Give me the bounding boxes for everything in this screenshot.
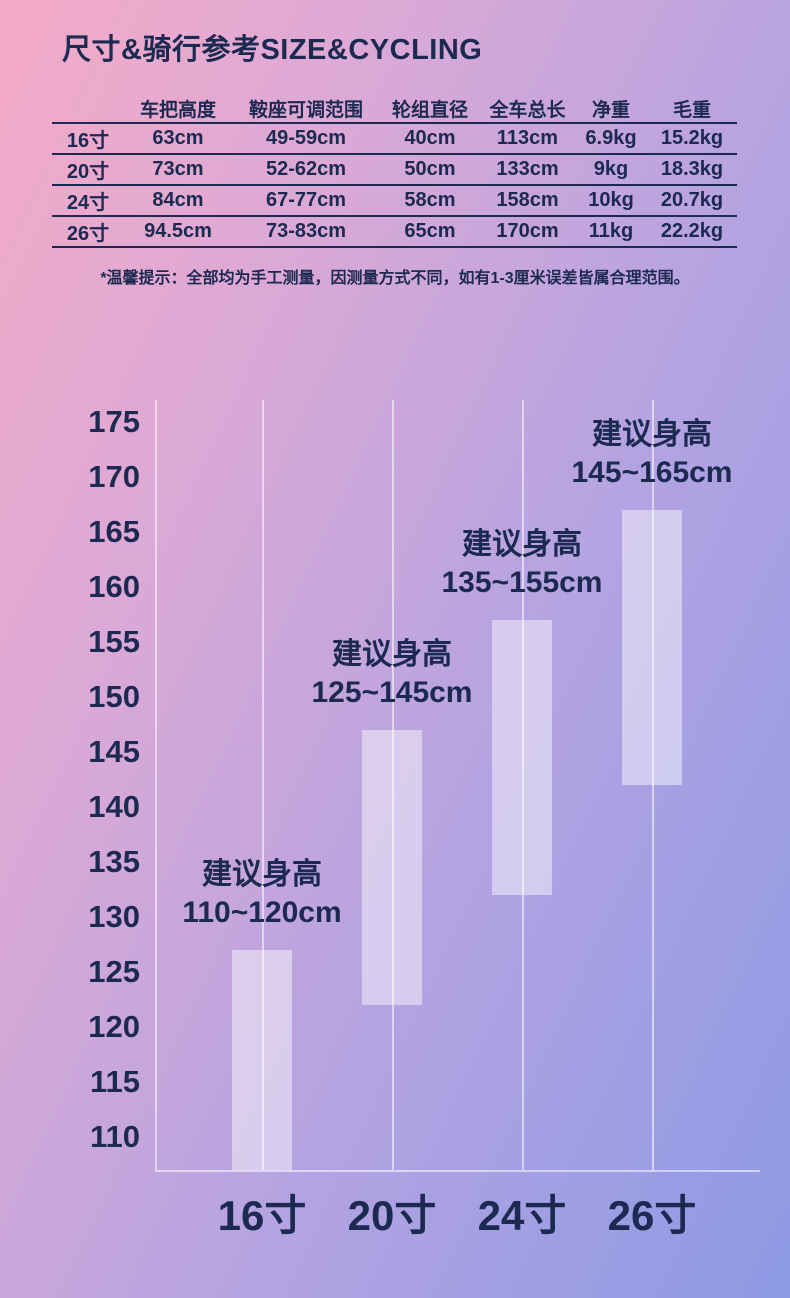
table-cell: 65cm	[404, 220, 456, 242]
table-header-cell: 毛重	[672, 99, 711, 121]
y-axis-tick-label: 140	[88, 789, 140, 824]
table-row: 24寸 84cm 67-77cm 58cm 158cm 10kg 20.7kg	[52, 186, 737, 217]
table-cell: 15.2kg	[660, 127, 724, 149]
table-cell: 73cm	[152, 158, 204, 180]
height-range-bar	[622, 510, 682, 785]
table-cell: 49-59cm	[265, 127, 347, 149]
category-gridline	[652, 400, 654, 1170]
category-gridline	[392, 400, 394, 1170]
y-axis-tick-label: 160	[88, 569, 140, 604]
annotation-label: 建议身高	[332, 638, 452, 671]
size-spec-table: 车把高度 鞍座可调范围 轮组直径 全车总长 净重 毛重 16寸 63cm 49-…	[52, 94, 737, 248]
y-axis-tick-label: 170	[88, 459, 140, 494]
table-cell: 63cm	[152, 127, 204, 149]
table-cell: 113cm	[496, 127, 559, 149]
bar-annotation: 建议身高 145~165cm	[532, 416, 772, 492]
table-cell: 58cm	[404, 189, 456, 211]
y-axis-tick-label: 135	[88, 844, 140, 879]
table-cell: 73-83cm	[265, 220, 347, 242]
measurement-note: *温馨提示：全部均为手工测量，因测量方式不同，如有1-3厘米误差皆属合理范围。	[100, 270, 690, 287]
y-axis-tick-label: 145	[88, 734, 140, 769]
table-cell: 22.2kg	[660, 220, 724, 242]
table-header-cell: 鞍座可调范围	[248, 99, 363, 121]
bar-annotation: 建议身高 110~120cm	[142, 856, 382, 932]
table-cell: 170cm	[496, 220, 559, 242]
height-range-bar	[362, 730, 422, 1005]
table-row: 20寸 73cm 52-62cm 50cm 133cm 9kg 18.3kg	[52, 155, 737, 186]
table-header-cell: 净重	[591, 99, 630, 121]
y-axis-tick-label: 115	[89, 1064, 140, 1099]
table-row: 16寸 63cm 49-59cm 40cm 113cm 6.9kg 15.2kg	[52, 124, 737, 155]
annotation-range: 125~145cm	[311, 676, 473, 709]
annotation-label: 建议身高	[592, 418, 712, 451]
y-axis-tick-label: 150	[88, 679, 140, 714]
y-axis-tick-label: 175	[88, 404, 140, 439]
y-axis-tick-label: 155	[88, 624, 140, 659]
table-cell: 10kg	[588, 189, 634, 211]
row-label: 24寸	[66, 192, 110, 214]
table-cell: 9kg	[593, 158, 629, 180]
category-gridline	[262, 400, 264, 1170]
table-cell: 6.9kg	[585, 127, 637, 149]
table-header-cell: 轮组直径	[391, 99, 468, 121]
table-row: 26寸 94.5cm 73-83cm 65cm 170cm 11kg 22.2k…	[52, 217, 737, 248]
table-cell: 52-62cm	[265, 158, 347, 180]
y-axis-tick-label: 120	[88, 1009, 140, 1044]
category-gridline	[522, 400, 524, 1170]
height-range-bar	[492, 620, 552, 895]
annotation-range: 135~155cm	[441, 566, 603, 599]
table-header-cell: 全车总长	[489, 99, 566, 121]
height-range-bar	[232, 950, 292, 1170]
row-label: 20寸	[66, 161, 110, 183]
table-cell: 50cm	[404, 158, 456, 180]
table-header-cell: 车把高度	[139, 99, 216, 121]
table-cell: 11kg	[588, 220, 634, 242]
table-cell: 84cm	[152, 189, 204, 211]
table-cell: 133cm	[496, 158, 559, 180]
table-cell: 158cm	[496, 189, 559, 211]
y-axis-line	[155, 400, 157, 1170]
table-header-row: 车把高度 鞍座可调范围 轮组直径 全车总长 净重 毛重	[52, 94, 737, 124]
annotation-label: 建议身高	[462, 528, 582, 561]
y-axis-tick-label: 125	[88, 954, 140, 989]
annotation-label: 建议身高	[202, 858, 322, 891]
bar-annotation: 建议身高 125~145cm	[272, 636, 512, 712]
table-cell: 94.5cm	[144, 220, 212, 242]
x-axis-category-label: 26寸	[607, 1192, 697, 1239]
x-axis-category-label: 24寸	[477, 1192, 567, 1239]
y-axis-tick-label: 110	[89, 1119, 140, 1154]
page-title: 尺寸&骑行参考SIZE&CYCLING	[62, 34, 483, 66]
y-axis-tick-label: 165	[88, 514, 140, 549]
x-axis-line	[155, 1170, 760, 1172]
annotation-range: 110~120cm	[182, 896, 342, 929]
y-axis-tick-label: 130	[88, 899, 140, 934]
row-label: 26寸	[66, 223, 110, 245]
annotation-range: 145~165cm	[571, 456, 733, 489]
table-cell: 20.7kg	[660, 189, 724, 211]
table-cell: 18.3kg	[660, 158, 724, 180]
bar-annotation: 建议身高 135~155cm	[402, 526, 642, 602]
row-label: 16寸	[66, 130, 110, 152]
table-cell: 67-77cm	[265, 189, 347, 211]
x-axis-category-label: 16寸	[217, 1192, 307, 1239]
x-axis-category-label: 20寸	[347, 1192, 437, 1239]
table-cell: 40cm	[404, 127, 456, 149]
